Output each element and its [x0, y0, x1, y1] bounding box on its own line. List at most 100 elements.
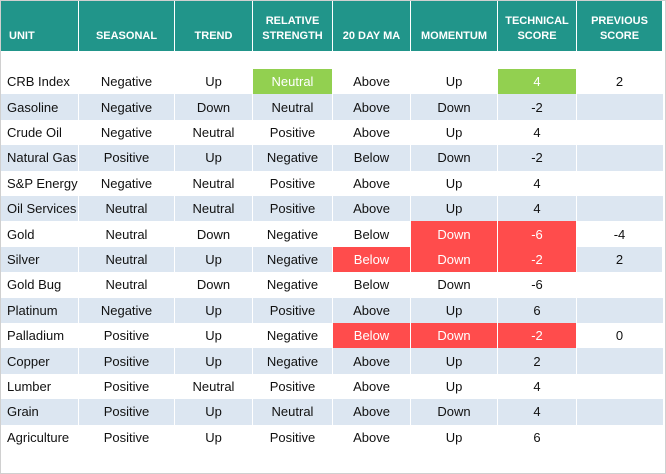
table-cell: Neutral: [175, 119, 253, 146]
table-cell: Up: [175, 297, 253, 323]
table-cell: -2: [498, 145, 577, 171]
table-cell: Down: [175, 221, 253, 247]
row-label: Natural Gas: [1, 145, 79, 171]
table-cell: Neutral: [175, 170, 253, 196]
table-cell: Down: [411, 399, 498, 425]
table-cell: 6: [498, 424, 577, 450]
table-cell: Negative: [253, 221, 333, 247]
row-label: Gasoline: [1, 94, 79, 120]
table-cell: Below: [333, 246, 411, 273]
table-cell: 2: [577, 69, 663, 95]
row-label: Lumber: [1, 373, 79, 400]
table-cell: Up: [175, 323, 253, 349]
table-cell: Down: [175, 272, 253, 298]
table-cell: Positive: [79, 424, 175, 450]
table-cell: Down: [411, 323, 498, 349]
table-cell: Down: [411, 246, 498, 273]
table-cell: -2: [498, 94, 577, 120]
table-cell: Positive: [79, 145, 175, 171]
table-cell: Negative: [253, 348, 333, 374]
table-cell: Above: [333, 424, 411, 450]
row-label: Crude Oil: [1, 119, 79, 146]
table-cell: Up: [411, 297, 498, 323]
table-cell: -2: [498, 323, 577, 349]
table-cell: Negative: [253, 246, 333, 273]
table-cell: Above: [333, 399, 411, 425]
table-cell: Up: [411, 119, 498, 146]
table-cell: Neutral: [253, 94, 333, 120]
table-cell: 4: [498, 119, 577, 146]
table-cell: Up: [411, 424, 498, 450]
table-cell: Up: [411, 196, 498, 222]
table-cell: Above: [333, 170, 411, 196]
row-label: Agriculture: [1, 424, 79, 450]
table-cell: Positive: [79, 373, 175, 400]
table-cell: 4: [498, 196, 577, 222]
table-cell: 4: [498, 399, 577, 425]
row-label: CRB Index: [1, 69, 79, 95]
table-cell: Above: [333, 196, 411, 222]
table-cell: Above: [333, 297, 411, 323]
table-cell: -2: [498, 246, 577, 273]
table-cell: Down: [411, 221, 498, 247]
table-cell: Below: [333, 323, 411, 349]
table-cell: 2: [577, 246, 663, 273]
table-cell: Neutral: [175, 196, 253, 222]
table-cell: Above: [333, 348, 411, 374]
table-cell: Down: [411, 145, 498, 171]
header-cell: RELATIVE STRENGTH: [253, 1, 333, 51]
row-label: Gold Bug: [1, 272, 79, 298]
table-cell: Down: [411, 94, 498, 120]
table-cell: 0: [577, 323, 663, 349]
table-cell: 4: [498, 170, 577, 196]
table-cell: -6: [498, 221, 577, 247]
table-cell: Neutral: [79, 246, 175, 273]
table-cell: Neutral: [79, 196, 175, 222]
row-label: S&P Energy: [1, 170, 79, 196]
table-cell: Positive: [79, 399, 175, 425]
table-cell: Up: [175, 246, 253, 273]
table-cell: Above: [333, 119, 411, 146]
table-cell: Up: [175, 69, 253, 95]
table-cell: Up: [175, 424, 253, 450]
table-cell: Neutral: [79, 221, 175, 247]
table-cell: Positive: [253, 196, 333, 222]
row-label: Copper: [1, 348, 79, 374]
table-cell: Positive: [253, 119, 333, 146]
table-cell: Down: [411, 272, 498, 298]
header-cell: 20 DAY MA: [333, 1, 411, 51]
header-cell: SEASONAL: [79, 1, 175, 51]
table-cell: Up: [411, 373, 498, 400]
table-cell: Below: [333, 272, 411, 298]
table-cell: Negative: [79, 297, 175, 323]
row-label: Oil Services: [1, 196, 79, 222]
header-cell: PREVIOUS SCORE: [577, 1, 663, 51]
table-cell: Neutral: [253, 399, 333, 425]
table-cell: Neutral: [79, 272, 175, 298]
table-cell: Below: [333, 221, 411, 247]
row-label: Platinum: [1, 297, 79, 323]
table-cell: Up: [411, 348, 498, 374]
table-cell: Above: [333, 69, 411, 95]
table-cell: Negative: [253, 272, 333, 298]
row-label: Silver: [1, 246, 79, 273]
header-cell: UNIT: [1, 1, 79, 51]
table-cell: Down: [175, 94, 253, 120]
table-cell: Negative: [79, 170, 175, 196]
table-cell: 4: [498, 373, 577, 400]
table-cell: Negative: [79, 119, 175, 146]
table-cell: Negative: [253, 145, 333, 171]
table-cell: Below: [333, 145, 411, 171]
table-cell: Up: [175, 145, 253, 171]
table-cell: Neutral: [175, 373, 253, 400]
table-cell: 2: [498, 348, 577, 374]
table-cell: Up: [175, 348, 253, 374]
table-cell: Positive: [253, 373, 333, 400]
table-cell: Up: [175, 399, 253, 425]
table-cell: Positive: [79, 348, 175, 374]
header-cell: TECHNICAL SCORE: [498, 1, 577, 51]
table-cell: 6: [498, 297, 577, 323]
header-cell: MOMENTUM: [411, 1, 498, 51]
